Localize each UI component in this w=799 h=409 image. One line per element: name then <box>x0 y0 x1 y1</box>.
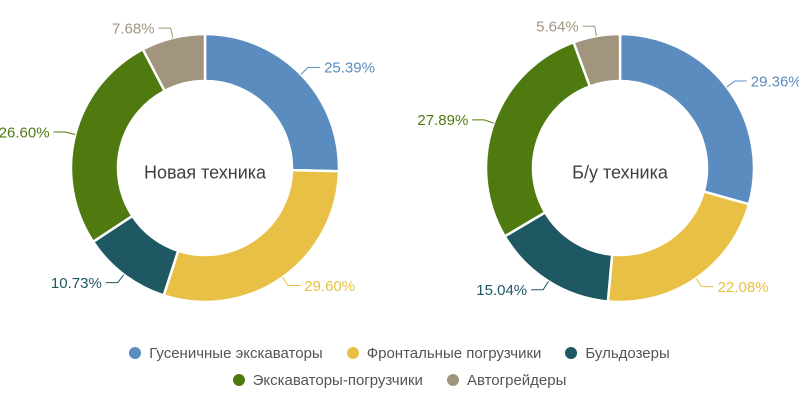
donut-chart-new-equipment: 25.39% 29.60% 10.73% 26.60% 7.68% Новая техни… <box>0 20 375 304</box>
label-line-front-loaders <box>695 278 714 288</box>
chart-center-title: Новая техника <box>144 162 267 182</box>
slice-label-backhoe-loaders: 26.60% <box>0 124 50 141</box>
legend-item-crawler-excavators[interactable]: Гусеничные экскаваторы <box>129 344 323 362</box>
slice-motor-graders[interactable] <box>141 32 207 93</box>
legend-label-crawler-excavators: Гусеничные экскаваторы <box>149 344 323 362</box>
legend-dot-motor-graders <box>446 374 459 386</box>
slice-label-front-loaders: 29.60% <box>304 278 355 295</box>
label-line-bulldozers <box>531 281 549 291</box>
legend-dot-bulldozers <box>565 347 578 359</box>
label-line-crawler-excavators <box>726 80 747 88</box>
legend-dot-front-loaders <box>346 347 359 359</box>
slice-label-backhoe-loaders: 27.89% <box>417 112 468 129</box>
chart-center-title: Б/у техника <box>572 162 669 182</box>
legend-label-motor-graders: Автогрейдеры <box>466 371 567 389</box>
legend-item-backhoe-loaders[interactable]: Экскаваторы-погрузчики <box>232 371 423 389</box>
slice-label-motor-graders: 7.68% <box>112 20 155 37</box>
legend-row-2: Экскаваторы-погрузчики Автогрейдеры <box>0 368 799 392</box>
slice-label-crawler-excavators: 25.39% <box>324 60 375 77</box>
legend-label-front-loaders: Фронтальные погрузчики <box>366 344 542 362</box>
chart-legend: Гусеничные экскаваторы Фронтальные погру… <box>0 338 799 392</box>
slice-backhoe-loaders[interactable] <box>69 47 167 244</box>
label-line-motor-graders <box>582 25 597 37</box>
slice-label-bulldozers: 10.73% <box>51 275 102 292</box>
label-line-motor-graders <box>158 27 174 39</box>
label-line-bulldozers <box>105 274 125 284</box>
legend-label-backhoe-loaders: Экскаваторы-погрузчики <box>252 371 423 389</box>
charts-svg: 25.39% 29.60% 10.73% 26.60% 7.68% Новая техни… <box>0 18 799 304</box>
label-line-backhoe-loaders <box>472 119 494 124</box>
slice-label-bulldozers: 15.04% <box>476 282 527 299</box>
legend-item-front-loaders[interactable]: Фронтальные погрузчики <box>346 344 542 362</box>
slice-label-motor-graders: 5.64% <box>536 18 579 35</box>
label-line-backhoe-loaders <box>53 131 76 135</box>
label-line-front-loaders <box>282 277 301 287</box>
slice-label-front-loaders: 22.08% <box>718 279 769 296</box>
legend-dot-crawler-excavators <box>129 347 142 359</box>
legend-row-1: Гусеничные экскаваторы Фронтальные погру… <box>0 341 799 365</box>
legend-label-bulldozers: Бульдозеры <box>585 344 670 362</box>
slice-crawler-excavators[interactable] <box>203 32 341 173</box>
label-line-crawler-excavators <box>300 66 321 75</box>
slice-label-crawler-excavators: 29.36% <box>751 73 799 90</box>
legend-item-motor-graders[interactable]: Автогрейдеры <box>446 371 567 389</box>
slice-motor-graders[interactable] <box>571 32 622 88</box>
legend-item-bulldozers[interactable]: Бульдозеры <box>565 344 670 362</box>
donut-chart-used-equipment: 29.36% 22.08% 15.04% 27.89% 5.64% Б/у техника <box>417 18 799 304</box>
slice-front-loaders[interactable] <box>162 168 341 304</box>
slice-backhoe-loaders[interactable] <box>484 40 592 239</box>
slice-crawler-excavators[interactable] <box>618 32 756 206</box>
legend-dot-backhoe-loaders <box>232 374 245 386</box>
